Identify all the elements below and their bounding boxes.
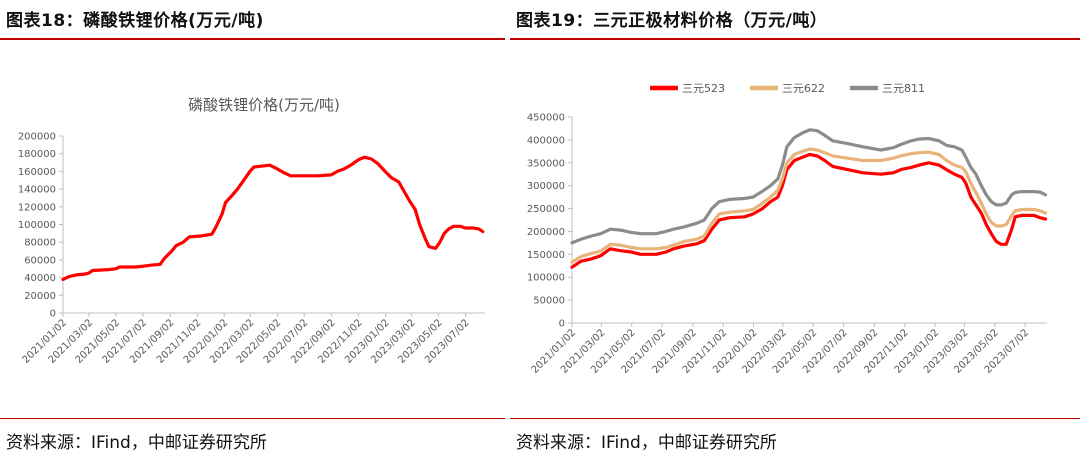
y-tick-label: 120000 xyxy=(18,202,56,213)
legend-label: 三元523 xyxy=(682,82,725,95)
y-tick-label: 200000 xyxy=(18,132,56,143)
y-tick-label: 0 xyxy=(559,319,565,330)
ternary-price-chart: 三元523 三元622 三元811 0 50000 100000 150000 200000 2… xyxy=(527,82,1048,376)
right-source-note: 资料来源：IFind，中邮证券研究所 xyxy=(516,433,777,453)
y-tick-label: 60000 xyxy=(24,255,56,266)
y-tick-label: 100000 xyxy=(527,273,565,284)
y-tick-label: 80000 xyxy=(24,238,56,249)
right-footer-rule xyxy=(510,418,1080,419)
y-tick-label: 200000 xyxy=(527,227,565,238)
left-header-rule xyxy=(0,38,505,40)
y-tick-label: 20000 xyxy=(24,291,56,302)
left-panel: 图表18：磷酸铁锂价格(万元/吨) 磷酸铁锂价格(万元/吨) 0 20000 4000… xyxy=(0,0,505,461)
y-tick-label: 180000 xyxy=(18,149,56,160)
series-line-三元622 xyxy=(570,147,1048,264)
lfp-price-chart: 磷酸铁锂价格(万元/吨) 0 20000 40000 60000 80000 100000 1… xyxy=(18,96,485,366)
y-tick-label: 0 xyxy=(50,309,56,320)
series-line-price xyxy=(61,155,485,281)
left-footer-rule xyxy=(0,418,505,419)
right-panel: 图表19：三元正极材料价格（万元/吨） 三元523 三元622 三元811 0 5000… xyxy=(510,0,1080,461)
y-tick-label: 450000 xyxy=(527,113,565,124)
y-tick-label: 140000 xyxy=(18,185,56,196)
y-tick-label: 150000 xyxy=(527,250,565,261)
y-tick-label: 400000 xyxy=(527,135,565,146)
legend-label: 三元811 xyxy=(882,82,925,95)
y-tick-label: 160000 xyxy=(18,167,56,178)
chart-title: 磷酸铁锂价格(万元/吨) xyxy=(188,96,340,114)
y-tick-label: 40000 xyxy=(24,273,56,284)
y-tick-label: 50000 xyxy=(533,296,565,307)
right-header-rule xyxy=(510,38,1080,40)
legend-label: 三元622 xyxy=(782,82,825,95)
series-line-三元811 xyxy=(570,128,1048,245)
y-tick-label: 350000 xyxy=(527,158,565,169)
y-tick-label: 100000 xyxy=(18,220,56,231)
left-source-note: 资料来源：IFind，中邮证券研究所 xyxy=(6,433,267,453)
y-tick-label: 300000 xyxy=(527,181,565,192)
y-tick-label: 250000 xyxy=(527,204,565,215)
right-figure-header: 图表19：三元正极材料价格（万元/吨） xyxy=(516,11,828,31)
series-line-三元523 xyxy=(570,152,1048,269)
left-figure-header: 图表18：磷酸铁锂价格(万元/吨) xyxy=(6,11,264,31)
